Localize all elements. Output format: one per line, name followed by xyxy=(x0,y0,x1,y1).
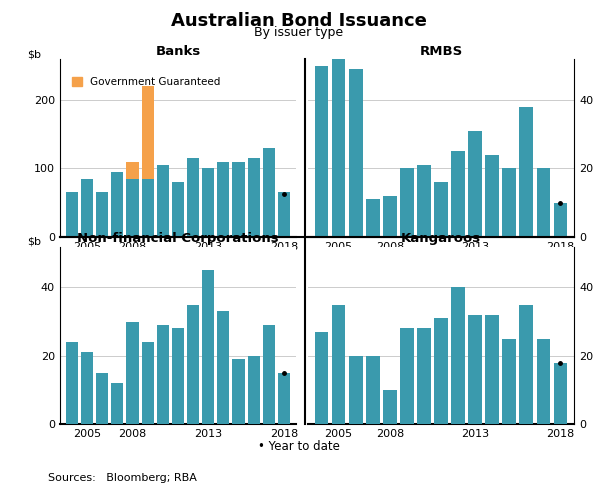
Bar xyxy=(383,196,396,237)
Bar xyxy=(554,362,568,424)
Bar xyxy=(111,383,123,424)
Bar xyxy=(187,158,199,237)
Bar xyxy=(263,325,275,424)
Bar xyxy=(233,162,245,237)
Bar xyxy=(157,165,169,237)
Bar xyxy=(520,107,533,237)
Bar xyxy=(66,192,78,237)
Bar xyxy=(349,356,362,424)
Bar xyxy=(217,162,230,237)
Bar xyxy=(400,169,414,237)
Bar xyxy=(81,178,93,237)
Bar xyxy=(383,390,396,424)
Text: $b: $b xyxy=(27,237,41,246)
Bar xyxy=(366,199,380,237)
Bar xyxy=(233,359,245,424)
Bar xyxy=(248,356,260,424)
Bar xyxy=(217,312,230,424)
Bar xyxy=(96,192,108,237)
Bar xyxy=(172,182,184,237)
Title: Kangaroos: Kangaroos xyxy=(401,232,481,246)
Text: $b: $b xyxy=(597,49,598,59)
Bar xyxy=(315,66,328,237)
Bar xyxy=(486,155,499,237)
Bar xyxy=(278,373,290,424)
Title: Banks: Banks xyxy=(155,45,200,58)
Bar xyxy=(502,339,516,424)
Bar xyxy=(142,178,154,237)
Bar xyxy=(417,328,431,424)
Bar xyxy=(502,169,516,237)
Bar xyxy=(202,270,214,424)
Bar xyxy=(451,287,465,424)
Bar xyxy=(520,305,533,424)
Bar xyxy=(349,70,362,237)
Bar xyxy=(434,318,448,424)
Bar xyxy=(554,203,568,237)
Bar xyxy=(142,342,154,424)
Text: $b: $b xyxy=(27,49,41,59)
Bar xyxy=(263,148,275,237)
Bar xyxy=(468,315,482,424)
Bar xyxy=(536,339,550,424)
Bar xyxy=(202,169,214,237)
Bar xyxy=(66,342,78,424)
Bar xyxy=(278,192,290,237)
Text: Sources:   Bloomberg; RBA: Sources: Bloomberg; RBA xyxy=(48,473,197,483)
Bar xyxy=(468,131,482,237)
Bar xyxy=(536,169,550,237)
Text: Australian Bond Issuance: Australian Bond Issuance xyxy=(171,12,427,31)
Bar xyxy=(315,332,328,424)
Bar xyxy=(96,373,108,424)
Legend: Government Guaranteed: Government Guaranteed xyxy=(68,73,225,92)
Title: Non-financial Corporations: Non-financial Corporations xyxy=(77,232,279,246)
Bar xyxy=(187,305,199,424)
Bar xyxy=(126,162,139,178)
Bar xyxy=(400,328,414,424)
Bar xyxy=(126,321,139,424)
Bar xyxy=(248,158,260,237)
Bar xyxy=(172,328,184,424)
Bar xyxy=(332,305,346,424)
Bar xyxy=(434,182,448,237)
Bar xyxy=(126,178,139,237)
Bar xyxy=(142,86,154,178)
Text: $b: $b xyxy=(597,237,598,246)
Text: • Year to date: • Year to date xyxy=(258,440,340,453)
Bar xyxy=(451,151,465,237)
Bar xyxy=(81,352,93,424)
Bar xyxy=(157,325,169,424)
Bar xyxy=(486,315,499,424)
Bar xyxy=(417,165,431,237)
Bar xyxy=(366,356,380,424)
Bar xyxy=(332,52,346,237)
Text: By issuer type: By issuer type xyxy=(254,26,344,38)
Title: RMBS: RMBS xyxy=(419,45,463,58)
Bar xyxy=(111,172,123,237)
